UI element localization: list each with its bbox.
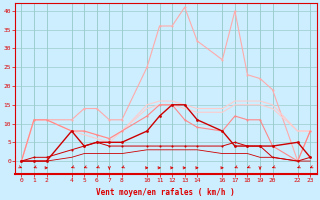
X-axis label: Vent moyen/en rafales ( km/h ): Vent moyen/en rafales ( km/h ): [96, 188, 235, 197]
